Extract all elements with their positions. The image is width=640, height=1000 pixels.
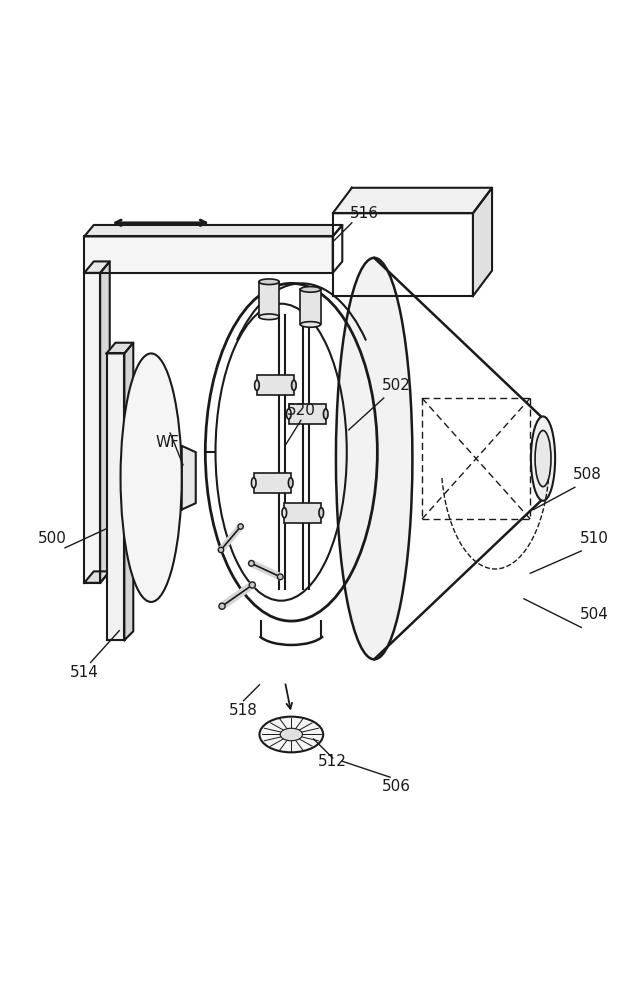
Text: 504: 504 — [580, 607, 609, 622]
Polygon shape — [106, 343, 133, 353]
Polygon shape — [333, 225, 342, 273]
Text: 512: 512 — [318, 754, 347, 769]
Ellipse shape — [531, 416, 555, 501]
Ellipse shape — [249, 582, 255, 588]
Text: 510: 510 — [580, 531, 609, 546]
Polygon shape — [182, 446, 196, 510]
Ellipse shape — [248, 560, 254, 566]
Ellipse shape — [259, 314, 279, 320]
Polygon shape — [333, 188, 492, 213]
Polygon shape — [84, 273, 100, 583]
Ellipse shape — [238, 524, 243, 529]
Ellipse shape — [300, 322, 321, 327]
Ellipse shape — [277, 574, 283, 580]
Ellipse shape — [282, 508, 287, 518]
Polygon shape — [84, 236, 333, 273]
Text: 500: 500 — [38, 531, 67, 546]
Bar — [284, 503, 321, 523]
Ellipse shape — [319, 508, 324, 518]
Polygon shape — [84, 571, 109, 583]
Ellipse shape — [535, 430, 551, 487]
Text: 514: 514 — [70, 665, 99, 680]
Ellipse shape — [300, 287, 321, 292]
Ellipse shape — [252, 478, 256, 488]
Ellipse shape — [259, 279, 279, 285]
Bar — [259, 282, 279, 317]
Ellipse shape — [287, 409, 291, 419]
Polygon shape — [100, 261, 109, 583]
Text: 502: 502 — [382, 378, 411, 393]
Text: WF: WF — [155, 435, 179, 450]
Ellipse shape — [280, 728, 303, 741]
Text: 508: 508 — [573, 467, 602, 482]
Ellipse shape — [323, 409, 328, 419]
Text: 516: 516 — [350, 206, 379, 221]
Ellipse shape — [218, 547, 223, 553]
Text: 520: 520 — [287, 403, 316, 418]
Text: 506: 506 — [382, 779, 411, 794]
Ellipse shape — [120, 353, 182, 602]
Polygon shape — [124, 343, 133, 640]
Bar — [289, 404, 326, 424]
Polygon shape — [84, 261, 109, 273]
Ellipse shape — [289, 478, 293, 488]
Bar — [257, 375, 294, 395]
Polygon shape — [84, 225, 342, 236]
Text: 518: 518 — [229, 703, 258, 718]
Bar — [253, 473, 291, 493]
Ellipse shape — [259, 717, 323, 752]
Polygon shape — [106, 353, 124, 640]
Ellipse shape — [292, 380, 296, 390]
Ellipse shape — [219, 603, 225, 609]
Bar — [300, 289, 321, 324]
Ellipse shape — [336, 258, 412, 659]
Ellipse shape — [255, 380, 259, 390]
Polygon shape — [473, 188, 492, 296]
Polygon shape — [333, 213, 473, 296]
